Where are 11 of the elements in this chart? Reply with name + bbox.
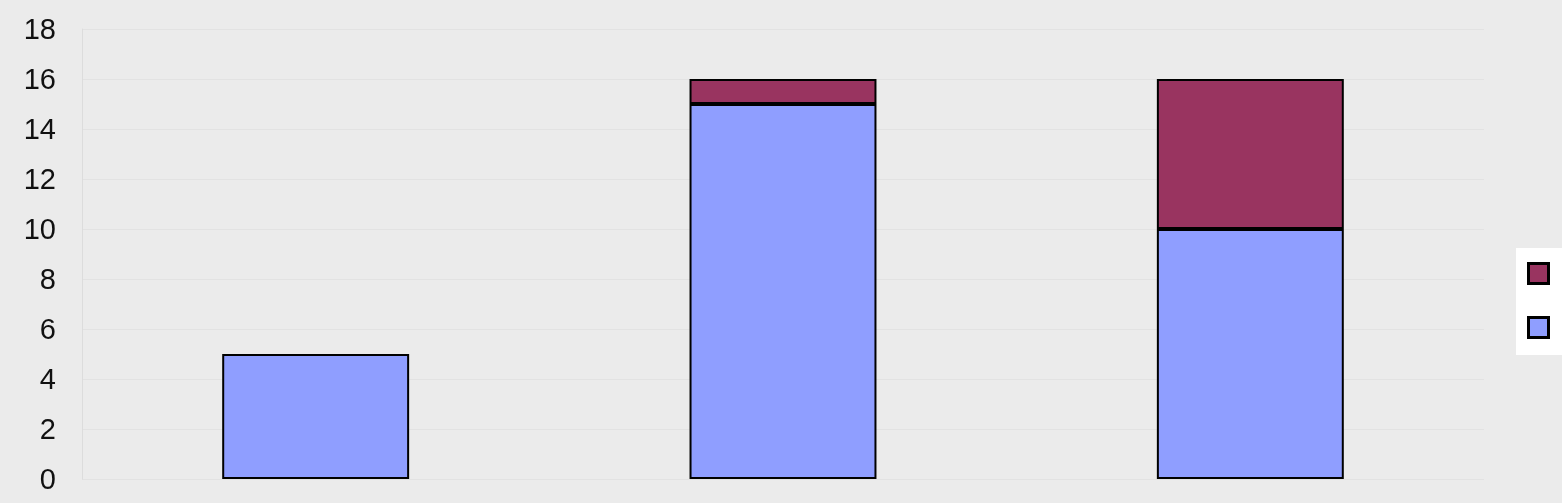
y-tick-label: 0 bbox=[39, 463, 56, 495]
y-tick-label: 10 bbox=[23, 213, 56, 245]
y-tick-label: 8 bbox=[39, 263, 56, 295]
y-tick-label: 4 bbox=[39, 363, 56, 395]
y-tick-label: 6 bbox=[39, 313, 56, 345]
y-tick-label: 16 bbox=[23, 63, 56, 95]
bar bbox=[222, 354, 410, 479]
y-tick-label: 14 bbox=[23, 113, 56, 145]
y-tick-label: 18 bbox=[23, 13, 56, 45]
y-tick-label: 12 bbox=[23, 163, 56, 195]
y-tick-label: 2 bbox=[39, 413, 56, 445]
